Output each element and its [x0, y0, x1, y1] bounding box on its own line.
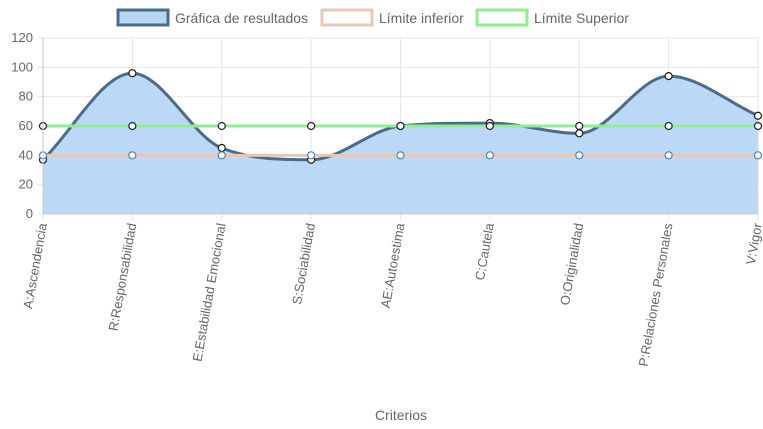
legend-label-1: Límite inferior [379, 10, 464, 26]
legend-label-2: Límite Superior [534, 10, 629, 26]
y-tick-label-6: 120 [11, 30, 33, 45]
x-tick-label-8: V:Vigor [743, 221, 763, 266]
x-tick-label-4: AE:Autoestima [378, 221, 408, 309]
data-point-0-1[interactable] [128, 151, 137, 160]
data-point-0-2[interactable] [217, 151, 226, 160]
legend[interactable]: Gráfica de resultados Límite inferior Lími… [116, 8, 629, 27]
x-tick-label-5: C:Cautela [472, 221, 497, 281]
data-point-2-6[interactable] [575, 129, 584, 138]
x-axis-title: Criterios [375, 407, 427, 423]
data-point-1-8[interactable] [753, 121, 763, 131]
y-tick-label-4: 80 [19, 89, 33, 104]
data-point-1-3[interactable] [307, 121, 316, 131]
x-tick-label-1: R:Responsabilidad [106, 222, 140, 332]
legend-swatch-0 [116, 8, 170, 27]
legend-item-0[interactable]: Gráfica de resultados [116, 8, 308, 27]
legend-swatch-2 [475, 8, 529, 27]
legend-item-2[interactable]: Límite Superior [475, 8, 629, 27]
x-tick-label-0: A:Ascendencia [20, 221, 50, 310]
data-point-1-2[interactable] [217, 121, 226, 131]
data-point-1-7[interactable] [664, 121, 673, 131]
y-tick-label-2: 40 [19, 147, 33, 162]
x-tick-label-2: E:Estabilidad Emocional [190, 222, 229, 363]
data-point-0-6[interactable] [575, 151, 584, 160]
legend-swatch-1 [320, 8, 374, 27]
x-tick-label-7: P:Relaciones Personales [636, 221, 676, 367]
y-tick-label-1: 20 [19, 177, 33, 192]
data-point-0-8[interactable] [753, 151, 763, 160]
series-2-area [43, 73, 758, 214]
x-tick-label-6: O:Originalidad [557, 222, 586, 306]
data-point-1-1[interactable] [128, 121, 137, 131]
data-point-0-7[interactable] [664, 151, 673, 160]
legend-item-1[interactable]: Límite inferior [320, 8, 464, 27]
data-point-1-6[interactable] [575, 121, 584, 131]
data-point-0-5[interactable] [485, 151, 494, 160]
data-point-0-4[interactable] [396, 151, 405, 160]
data-point-1-4[interactable] [396, 121, 405, 131]
data-point-2-7[interactable] [664, 72, 673, 81]
legend-label-0: Gráfica de resultados [175, 10, 308, 26]
data-point-2-1[interactable] [128, 69, 137, 78]
data-point-0-3[interactable] [307, 151, 316, 160]
y-tick-label-0: 0 [26, 206, 33, 221]
y-tick-label-3: 60 [19, 118, 33, 133]
data-point-2-8[interactable] [753, 111, 763, 120]
series-0-points [38, 151, 763, 160]
data-point-2-2[interactable] [217, 143, 226, 153]
x-tick-label-3: S:Sociabilidad [289, 222, 318, 306]
data-point-1-5[interactable] [485, 121, 494, 131]
y-tick-label-5: 100 [11, 59, 33, 74]
